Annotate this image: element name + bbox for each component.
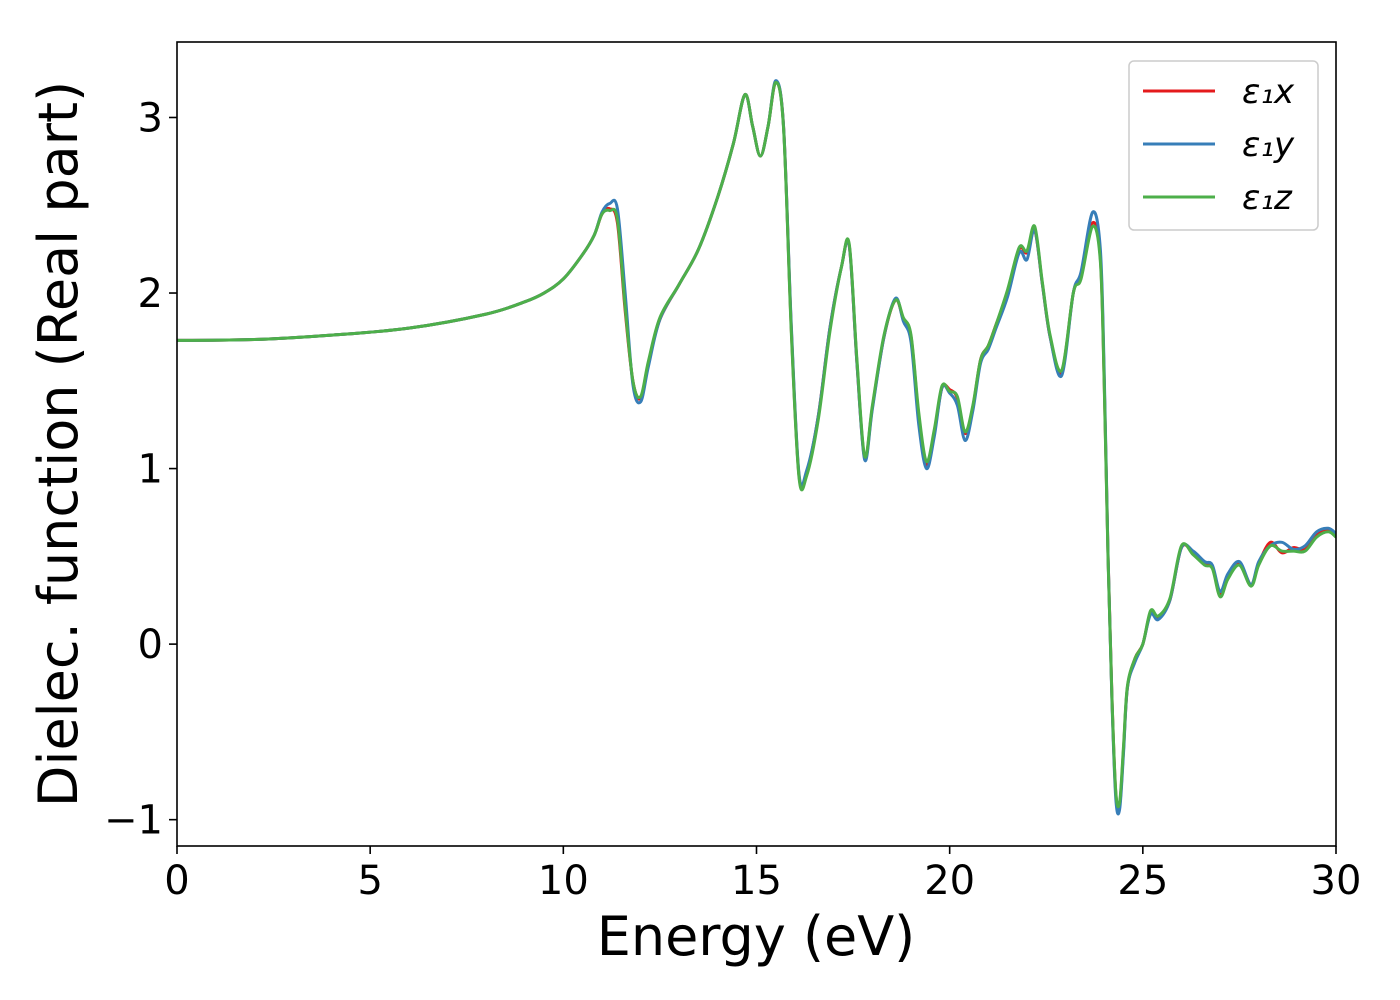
x-tick-label: 20	[924, 858, 975, 904]
y-tick-label: −1	[104, 798, 163, 844]
legend-label-0: ε₁x	[1242, 72, 1295, 112]
x-tick-label: 30	[1311, 858, 1362, 904]
y-tick-label: 3	[138, 95, 163, 141]
x-axis: 0 5 10 15 20 25 30	[164, 846, 1361, 904]
x-tick-label: 5	[357, 858, 382, 904]
legend-box	[1128, 60, 1319, 231]
y-tick-label: 2	[138, 271, 163, 317]
legend: ε₁x ε₁y ε₁z	[1128, 60, 1319, 231]
y-axis: −1 0 1 2 3	[104, 95, 177, 844]
x-axis-title: Energy (eV)	[597, 905, 916, 968]
x-tick-label: 10	[538, 858, 589, 904]
legend-label-2: ε₁z	[1242, 178, 1293, 218]
series-layer	[177, 79, 1336, 816]
y-tick-label: 0	[138, 622, 163, 668]
x-tick-label: 25	[1117, 858, 1168, 904]
legend-label-1: ε₁y	[1242, 125, 1295, 165]
x-tick-label: 15	[731, 858, 782, 904]
y-tick-label: 1	[138, 447, 163, 493]
x-tick-label: 0	[164, 858, 189, 904]
y-axis-title: Dielec. function (Real part)	[27, 81, 90, 807]
series-line-2	[177, 80, 1336, 809]
